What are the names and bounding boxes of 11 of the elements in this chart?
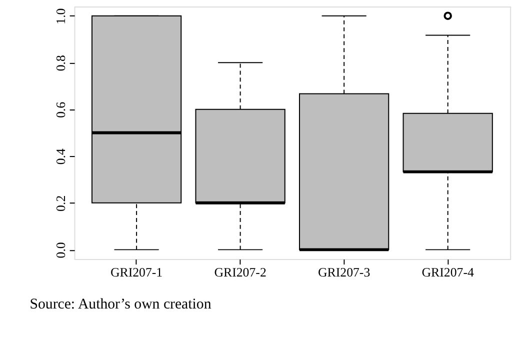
- y-tick-label: 0.2: [54, 195, 68, 212]
- x-tick-label: GRI207-2: [214, 265, 266, 280]
- x-tick-label: GRI207-3: [318, 265, 370, 280]
- y-tick-label: 0.4: [54, 148, 68, 165]
- y-tick-label: 0.8: [54, 55, 68, 72]
- x-tick-label: GRI207-1: [110, 265, 163, 280]
- source-note: Source: Author’s own creation: [30, 296, 212, 313]
- x-tick-label: GRI207-4: [422, 265, 474, 280]
- y-tick-label: 1.0: [54, 8, 68, 24]
- y-tick-label: 0.0: [54, 242, 68, 258]
- y-tick-label: 0.6: [54, 101, 68, 118]
